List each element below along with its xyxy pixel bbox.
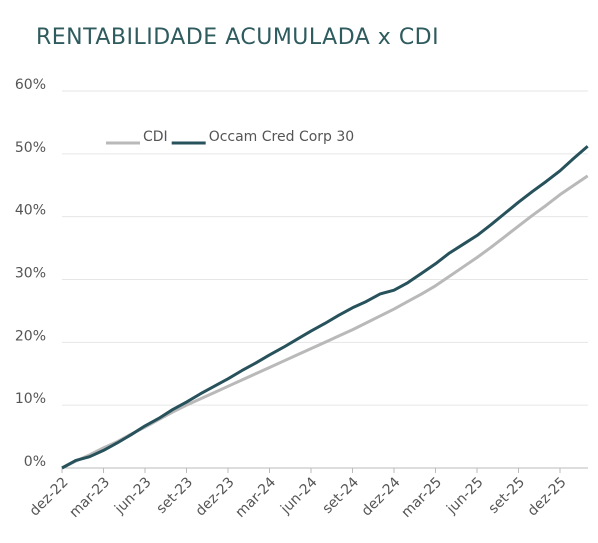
x-tick-label: dez-22 (27, 474, 72, 519)
x-tick-label: dez-23 (193, 474, 238, 519)
x-tick-label: jun-24 (277, 474, 321, 518)
y-tick-label: 0% (24, 454, 46, 470)
y-tick-label: 10% (15, 391, 46, 407)
y-tick-label: 40% (15, 203, 46, 219)
y-tick-label: 60% (15, 77, 46, 93)
x-tick-label: set-25 (486, 474, 529, 517)
y-tick-label: 30% (15, 266, 46, 282)
legend-label: Occam Cred Corp 30 (209, 129, 355, 145)
x-tick-label: jun-23 (111, 474, 154, 517)
x-tick-label: mar-24 (233, 474, 280, 521)
chart-title: RENTABILIDADE ACUMULADA x CDI (36, 25, 439, 50)
x-tick-label: set-23 (154, 474, 197, 517)
x-tick-label: mar-23 (67, 474, 114, 521)
y-tick-label: 50% (15, 140, 46, 156)
x-tick-label: dez-25 (525, 474, 570, 519)
x-tick-label: jun-25 (443, 474, 486, 517)
x-tick-label: set-24 (320, 474, 363, 517)
x-tick-label: mar-25 (399, 474, 446, 521)
y-tick-label: 20% (15, 328, 46, 344)
x-tick-label: dez-24 (359, 474, 404, 519)
series-line (61, 145, 589, 470)
legend-label: CDI (143, 129, 168, 145)
